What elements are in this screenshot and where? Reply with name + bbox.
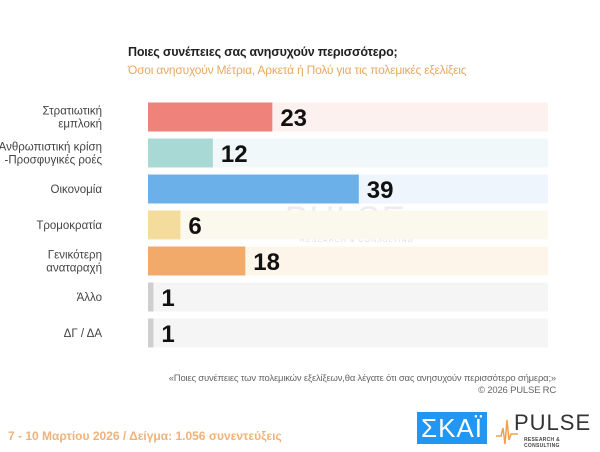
category-label: εμπλοκή [58, 119, 102, 131]
data-label: 12 [221, 141, 248, 168]
bar [148, 102, 273, 132]
category-label: Γενικότερη [48, 250, 102, 262]
category-label: Οικονομία [51, 184, 103, 196]
category-label: -Προσφυγικές ροές [5, 155, 103, 167]
bar [148, 318, 154, 348]
bar-track [148, 282, 548, 312]
category-label: Άλλο [77, 292, 102, 304]
category-label: Τρομοκρατία [36, 220, 102, 232]
pulse-word: PULSE [514, 410, 592, 435]
data-label: 39 [367, 177, 394, 204]
bar [148, 246, 246, 276]
category-label: Στρατιωτική [43, 106, 102, 118]
watermark-tag: RESEARCH & CONSULTING [300, 237, 414, 244]
pulse-tag: RESEARCH & CONSULTING [524, 437, 561, 449]
survey-info: 7 - 10 Μαρτίου 2026 / Δείγμα: 1.056 συνε… [8, 429, 282, 443]
data-label: 1 [161, 321, 174, 348]
copyright: © 2026 PULSE RC [478, 385, 556, 396]
category-label: ΔΓ / ΔΑ [64, 328, 103, 340]
category-label: αναταραχή [46, 263, 102, 275]
skai-logo: ΣΚΑΪ [417, 412, 487, 444]
bar [148, 138, 213, 168]
bar [148, 174, 359, 204]
bar-track [148, 318, 548, 348]
data-label: 1 [161, 285, 174, 312]
pulse-logo: PULSE RESEARCH & CONSULTING [496, 410, 596, 449]
bar-track [148, 138, 548, 168]
question-note: «Ποιες συνέπειες των πολεμικών εξελίξεων… [169, 373, 556, 397]
bar [148, 282, 154, 312]
data-label: 18 [253, 249, 280, 276]
bar [148, 210, 181, 240]
data-label: 6 [188, 213, 201, 240]
bar-track [148, 210, 548, 240]
data-label: 23 [280, 105, 307, 132]
question-text: «Ποιες συνέπειες των πολεμικών εξελίξεων… [168, 373, 556, 384]
category-label: Ανθρωπιστική κρίση [0, 142, 102, 154]
chart-subtitle: Όσοι ανησυχούν Μέτρια, Αρκετά ή Πολύ για… [128, 63, 467, 77]
chart-title: Ποιες συνέπειες σας ανησυχούν περισσότερ… [128, 45, 398, 59]
